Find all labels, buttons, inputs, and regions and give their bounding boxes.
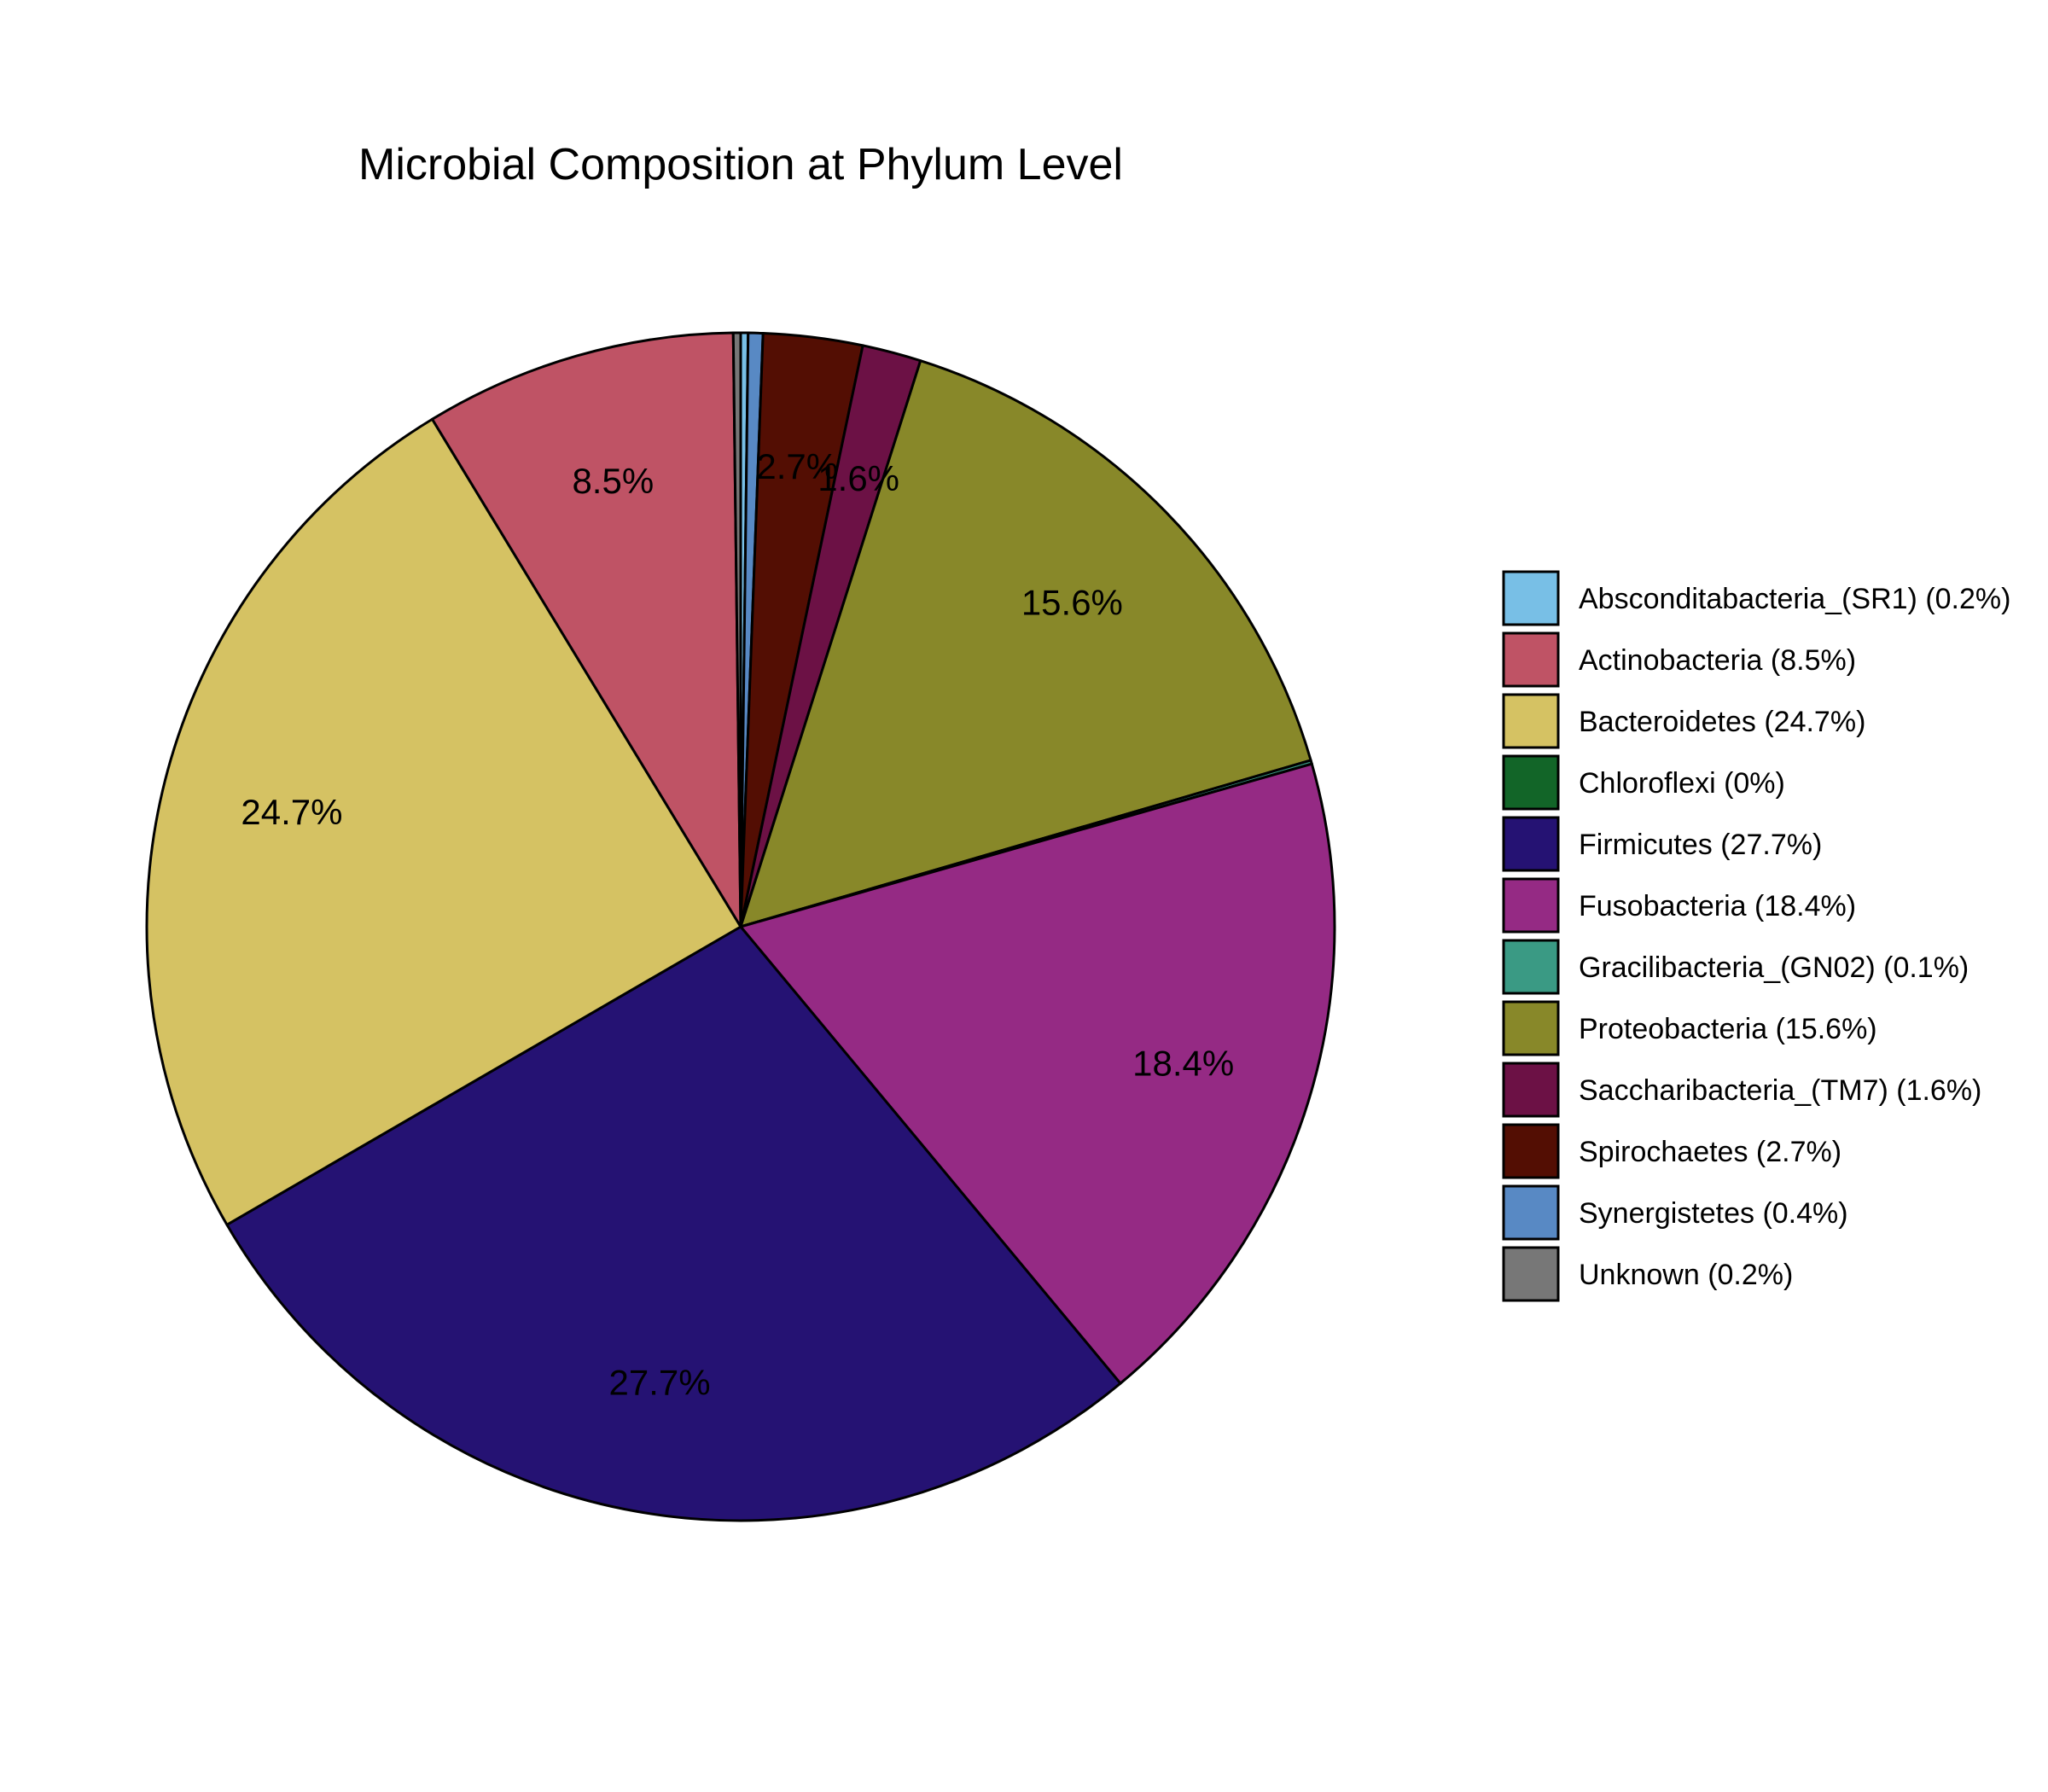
legend-label-gracilibacteria-gn02: Gracilibacteria_(GN02) (0.1%) [1579, 951, 1969, 984]
legend-item-unknown: Unknown (0.2%) [1502, 1246, 1793, 1302]
legend-item-chloroflexi: Chloroflexi (0%) [1502, 754, 1785, 811]
slice-label-actinobacteria: 8.5% [572, 461, 654, 501]
slice-label-fusobacteria: 18.4% [1132, 1043, 1234, 1083]
legend-item-spirochaetes: Spirochaetes (2.7%) [1502, 1123, 1841, 1179]
slice-label-bacteroidetes: 24.7% [241, 792, 342, 832]
legend-swatch-fusobacteria [1502, 877, 1560, 934]
pie-slice-actinobacteria [431, 331, 742, 928]
legend-label-absconditabacteria-sr1: Absconditabacteria_(SR1) (0.2%) [1579, 583, 2010, 615]
legend-swatch-unknown [1502, 1246, 1560, 1302]
pie-slice-fusobacteria [739, 762, 1336, 1385]
legend-swatch-firmicutes [1502, 816, 1560, 872]
legend-label-actinobacteria: Actinobacteria (8.5%) [1579, 644, 1856, 677]
legend-item-saccharibacteria-tm7: Saccharibacteria_(TM7) (1.6%) [1502, 1062, 1981, 1118]
legend-item-synergistetes: Synergistetes (0.4%) [1502, 1184, 1848, 1241]
legend-item-gracilibacteria-gn02: Gracilibacteria_(GN02) (0.1%) [1502, 939, 1969, 995]
slice-label-spirochaetes: 2.7% [756, 446, 838, 486]
legend-label-spirochaetes: Spirochaetes (2.7%) [1579, 1136, 1841, 1168]
legend-item-bacteroidetes: Bacteroidetes (24.7%) [1502, 693, 1865, 749]
legend-item-actinobacteria: Actinobacteria (8.5%) [1502, 631, 1856, 688]
legend-swatch-absconditabacteria-sr1 [1502, 570, 1560, 626]
legend-item-absconditabacteria-sr1: Absconditabacteria_(SR1) (0.2%) [1502, 570, 2010, 626]
legend-label-firmicutes: Firmicutes (27.7%) [1579, 829, 1822, 861]
legend-swatch-saccharibacteria-tm7 [1502, 1062, 1560, 1118]
pie-slice-proteobacteria [739, 359, 1312, 928]
pie-slices [145, 331, 1336, 1522]
legend-label-saccharibacteria-tm7: Saccharibacteria_(TM7) (1.6%) [1579, 1074, 1981, 1107]
legend-label-unknown: Unknown (0.2%) [1579, 1259, 1793, 1291]
legend-swatch-bacteroidetes [1502, 693, 1560, 749]
legend-label-proteobacteria: Proteobacteria (15.6%) [1579, 1013, 1877, 1045]
chart-title: Microbial Composition at Phylum Level [358, 140, 1123, 189]
pie-slice-unknown [731, 331, 742, 928]
legend: Absconditabacteria_(SR1) (0.2%) Actinobac… [1502, 570, 2010, 1302]
legend-label-chloroflexi: Chloroflexi (0%) [1579, 767, 1785, 800]
legend-label-synergistetes: Synergistetes (0.4%) [1579, 1197, 1848, 1230]
pie-slice-firmicutes [225, 925, 1122, 1522]
legend-item-proteobacteria: Proteobacteria (15.6%) [1502, 1000, 1877, 1056]
legend-item-fusobacteria: Fusobacteria (18.4%) [1502, 877, 1856, 934]
slice-label-proteobacteria: 15.6% [1021, 583, 1123, 623]
legend-item-firmicutes: Firmicutes (27.7%) [1502, 816, 1822, 872]
legend-swatch-synergistetes [1502, 1184, 1560, 1241]
legend-label-bacteroidetes: Bacteroidetes (24.7%) [1579, 706, 1865, 738]
slice-label-saccharibacteria-tm7: 1.6% [817, 458, 899, 498]
slice-label-firmicutes: 27.7% [609, 1363, 711, 1403]
legend-swatch-actinobacteria [1502, 631, 1560, 688]
legend-swatch-proteobacteria [1502, 1000, 1560, 1056]
legend-label-fusobacteria: Fusobacteria (18.4%) [1579, 890, 1856, 922]
legend-swatch-chloroflexi [1502, 754, 1560, 811]
pie-slice-labels: 2.7%1.6% 15.6% 18.4% 27.7% 24.7% 8.5% [241, 446, 1234, 1402]
legend-swatch-spirochaetes [1502, 1123, 1560, 1179]
pie-slice-bacteroidetes [145, 417, 742, 1226]
legend-swatch-gracilibacteria-gn02 [1502, 939, 1560, 995]
